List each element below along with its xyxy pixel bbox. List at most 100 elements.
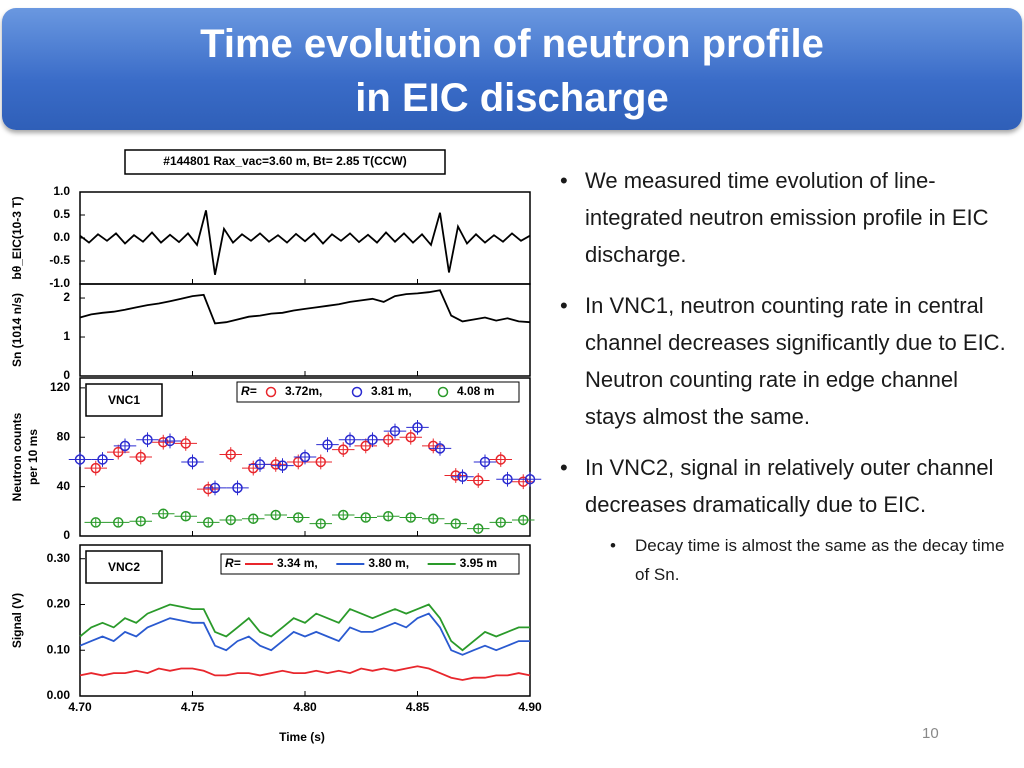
data-point (360, 512, 371, 523)
data-point (450, 518, 461, 529)
legend-marker (351, 386, 363, 398)
data-point (203, 517, 214, 528)
slide-title: Time evolution of neutron profile (200, 22, 824, 66)
bullet: In VNC1, neutron counting rate in centra… (560, 287, 1010, 435)
y-tick-label: 1 (63, 329, 70, 343)
data-point (203, 483, 214, 495)
y-tick-label: -0.5 (49, 253, 70, 267)
y-tick-label: 0 (63, 528, 70, 542)
data-point (97, 454, 108, 465)
y-axis-label: Neutron counts (10, 412, 24, 501)
data-point (119, 440, 131, 452)
plot-frame (79, 283, 531, 377)
data-point (412, 422, 423, 433)
data-point (315, 456, 326, 468)
data-point (135, 515, 146, 527)
data-point (248, 513, 259, 524)
y-tick-label: 80 (57, 429, 71, 443)
data-point (113, 446, 124, 458)
legend-box (236, 381, 520, 403)
y-axis-label: Sn (1014 n/s) (10, 293, 24, 367)
data-point (428, 513, 439, 524)
bullet: We measured time evolution of line-integ… (560, 162, 1010, 273)
data-point (74, 454, 86, 465)
data-point (135, 451, 146, 463)
data-point (479, 456, 491, 468)
x-tick-label: 4.80 (293, 700, 317, 714)
data-point (225, 514, 236, 526)
data-point (518, 476, 529, 487)
data-point (293, 512, 304, 523)
legend-label: 4.08 m (457, 384, 494, 398)
x-tick-label: 4.90 (518, 700, 542, 714)
data-point (457, 471, 468, 482)
chart-title: #144801 Rax_vac=3.60 m, Bt= 2.85 T(CCW) (163, 154, 406, 168)
x-tick-label: 4.70 (68, 700, 92, 714)
y-tick-label: 0.20 (47, 597, 71, 611)
page-number: 10 (922, 725, 939, 742)
data-point (405, 512, 416, 523)
data-point (450, 470, 461, 481)
data-line (79, 665, 531, 681)
legend-marker (437, 386, 449, 398)
y-tick-label: 0 (63, 368, 70, 382)
legend-marker (265, 386, 277, 398)
data-point (277, 460, 288, 471)
data-point (113, 517, 124, 528)
data-point (270, 509, 281, 521)
data-point (338, 444, 349, 455)
data-point (209, 482, 221, 494)
label-box (85, 550, 163, 584)
data-point (367, 434, 378, 445)
panel-label: VNC1 (108, 393, 140, 407)
legend-label: 3.95 m (460, 556, 497, 570)
x-tick-label: 4.75 (181, 700, 205, 714)
bullet: In VNC2, signal in relatively outer chan… (560, 449, 1010, 523)
data-point (322, 439, 333, 450)
data-point (225, 449, 236, 460)
data-point (299, 451, 311, 463)
legend-label: 3.72m, (285, 384, 322, 398)
data-point (338, 509, 349, 521)
data-point (142, 434, 153, 445)
data-point (383, 511, 394, 522)
bullet-list: We measured time evolution of line-integ… (560, 162, 1010, 589)
y-axis-label: Signal (V) (10, 593, 24, 648)
y-tick-label: 2 (63, 290, 70, 304)
data-point (158, 508, 169, 520)
y-tick-label: 0.30 (47, 551, 71, 565)
y-tick-label: -1.0 (49, 276, 70, 290)
x-tick-label: 4.85 (406, 700, 430, 714)
legend-box (220, 553, 520, 575)
x-axis-label: Time (s) (279, 730, 325, 744)
data-point (524, 473, 536, 485)
data-point (502, 473, 513, 485)
data-line (79, 612, 530, 656)
y-axis-label: per 10 ms (26, 429, 40, 485)
label-box (85, 383, 163, 417)
data-point (254, 459, 266, 470)
figure: 1.0 0.5 0.0 -0.5 -1.0 bθ_EIC(10-3 T) #144801 R… (10, 149, 542, 744)
data-line (79, 210, 531, 275)
data-point (405, 432, 416, 443)
y-axis-label: bθ_EIC(10-3 T) (10, 196, 24, 279)
title-box (124, 149, 446, 175)
data-point (232, 482, 243, 494)
data-point (495, 517, 506, 528)
legend-label: 3.81 m, (371, 384, 412, 398)
legend-title: R= (225, 556, 241, 570)
y-tick-label: 40 (57, 479, 71, 493)
legend-label: 3.80 m, (368, 556, 409, 570)
y-tick-label: 0.10 (47, 642, 71, 656)
header: Time evolution of neutron profile in EIC… (2, 8, 1022, 130)
legend-label: 3.34 m, (277, 556, 318, 570)
data-point (164, 435, 176, 447)
data-point (495, 454, 506, 465)
data-point (344, 434, 356, 445)
data-point (180, 511, 191, 522)
panel-label: VNC2 (108, 560, 140, 574)
data-point (473, 475, 484, 486)
data-point (428, 440, 439, 452)
data-point (389, 425, 401, 437)
